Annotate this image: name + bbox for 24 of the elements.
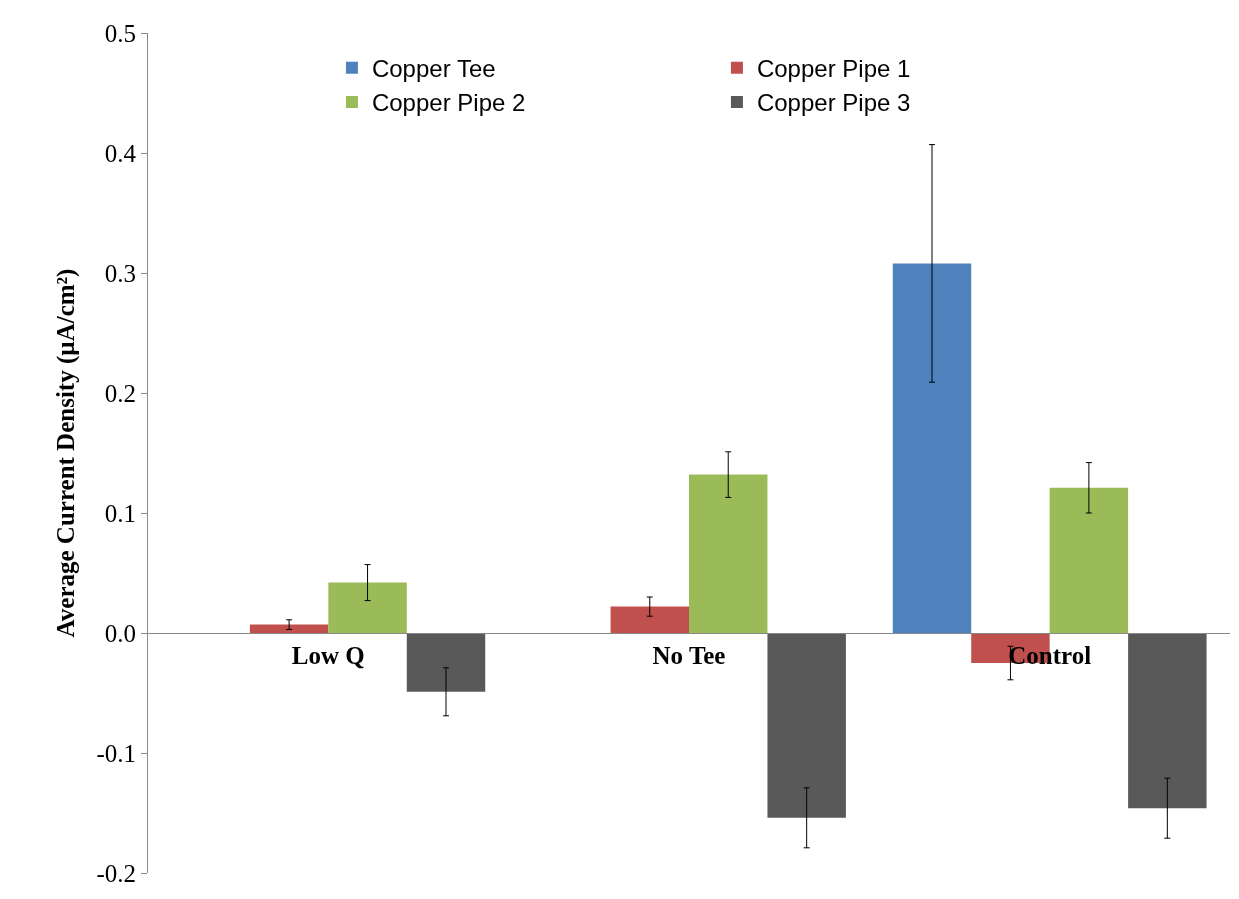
y-tick-label: -0.1 (96, 739, 136, 767)
bar (249, 624, 329, 633)
y-tick-label: 0.1 (104, 499, 136, 527)
y-tick-label: 0.0 (104, 619, 136, 647)
bar (406, 633, 486, 692)
bar (689, 474, 768, 633)
y-tick-label: -0.2 (96, 859, 136, 887)
y-axis-title: Average Current Density (µA/cm²) (52, 268, 81, 638)
bar (1049, 487, 1129, 633)
x-tick-label: Low Q (291, 642, 365, 669)
x-tick-label: No Tee (652, 642, 726, 669)
bar (892, 263, 972, 633)
legend-label: Copper Pipe 3 (756, 89, 911, 117)
legend-label: Copper Tee (371, 55, 496, 83)
bar (328, 582, 407, 633)
bar (767, 633, 846, 818)
bar (610, 606, 689, 633)
y-tick-label: 0.4 (104, 139, 137, 167)
legend-label: Copper Pipe 1 (756, 55, 911, 83)
y-tick-label: 0.5 (104, 19, 136, 47)
y-tick-label: 0.2 (104, 379, 136, 407)
y-tick-label: 0.3 (104, 259, 136, 287)
bar (1128, 633, 1207, 809)
legend-label: Copper Pipe 2 (371, 89, 526, 117)
